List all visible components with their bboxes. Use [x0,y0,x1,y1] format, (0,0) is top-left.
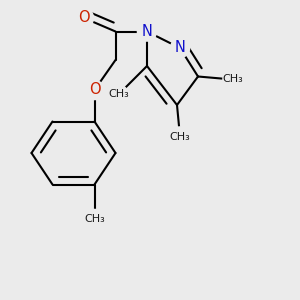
Circle shape [85,80,104,100]
Text: CH₃: CH₃ [84,214,105,224]
Text: N: N [175,40,185,56]
Circle shape [85,209,104,229]
Circle shape [170,38,190,58]
Circle shape [109,85,128,104]
Circle shape [74,8,94,28]
Text: N: N [142,24,152,39]
Text: O: O [89,82,100,98]
Text: CH₃: CH₃ [108,89,129,100]
Circle shape [137,22,157,41]
Text: CH₃: CH₃ [169,131,190,142]
Circle shape [170,127,190,146]
Circle shape [223,70,242,89]
Text: CH₃: CH₃ [222,74,243,85]
Text: O: O [78,11,90,26]
